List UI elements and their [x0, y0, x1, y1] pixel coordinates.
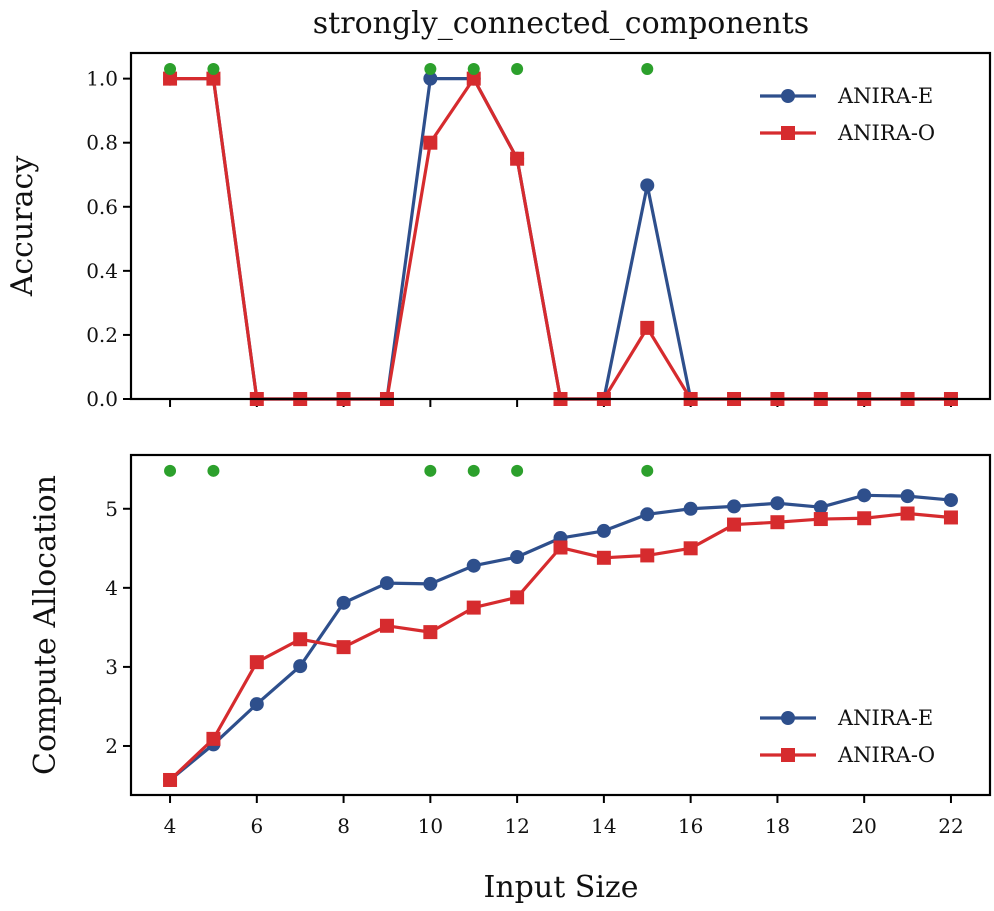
data-point — [596, 550, 611, 565]
legend-label: ANIRA-O — [837, 743, 935, 767]
data-point — [640, 548, 655, 563]
data-point — [553, 540, 568, 555]
y-tick-label: 0.4 — [86, 259, 118, 283]
highlight-marker — [164, 63, 177, 76]
highlight-marker — [424, 464, 437, 477]
data-point — [336, 595, 351, 610]
y-tick-label: 3 — [105, 655, 118, 679]
y-tick-label: 5 — [105, 497, 118, 521]
data-point — [640, 320, 655, 335]
data-point — [206, 731, 221, 746]
data-point — [466, 558, 481, 573]
plot-frame — [129, 453, 992, 797]
legend-marker — [781, 126, 795, 140]
data-point — [293, 659, 308, 674]
y-axis-label: Compute Allocation — [28, 475, 63, 775]
data-point — [683, 501, 698, 516]
data-point — [293, 632, 308, 647]
data-point — [857, 488, 872, 503]
data-point — [466, 600, 481, 615]
legend-label: ANIRA-E — [837, 706, 933, 730]
highlight-marker — [467, 464, 480, 477]
x-tick-label: 16 — [678, 814, 703, 838]
y-tick-label: 0.8 — [86, 131, 118, 155]
x-tick-label: 4 — [164, 814, 177, 838]
chart-title: strongly_connected_components — [313, 6, 809, 41]
data-point — [423, 135, 438, 150]
x-tick-label: 22 — [938, 814, 963, 838]
legend-marker — [781, 711, 795, 725]
x-tick-label: 20 — [851, 814, 876, 838]
x-tick-label: 8 — [337, 814, 350, 838]
data-point — [857, 511, 872, 526]
plot-frame — [129, 51, 992, 401]
highlight-marker — [641, 63, 654, 76]
highlight-marker — [511, 63, 524, 76]
data-point — [640, 178, 655, 193]
data-point — [770, 496, 785, 511]
highlight-marker — [164, 464, 177, 477]
data-point — [596, 523, 611, 538]
accuracy-panel: 0.0 0.2 0.4 0.6 0.8 1.0 Accuracy ANIRA-E ANIRA-O — [5, 51, 992, 411]
data-point — [249, 655, 264, 670]
y-tick-label: 4 — [105, 576, 118, 600]
data-point — [510, 151, 525, 166]
data-point — [423, 625, 438, 640]
data-point — [900, 506, 915, 521]
data-point — [206, 71, 221, 86]
data-point — [510, 590, 525, 605]
data-point — [423, 576, 438, 591]
legend-marker — [781, 748, 795, 762]
legend-label: ANIRA-E — [837, 84, 933, 108]
y-axis-label: Accuracy — [5, 156, 40, 298]
highlight-marker — [207, 63, 220, 76]
data-point — [249, 697, 264, 712]
x-tick-label: 18 — [765, 814, 790, 838]
data-point — [379, 618, 394, 633]
highlight-marker — [207, 464, 220, 477]
data-point — [423, 71, 438, 86]
data-point — [727, 517, 742, 532]
x-tick-label: 14 — [591, 814, 616, 838]
y-tick-label: 0.2 — [86, 323, 118, 347]
highlight-marker — [424, 63, 437, 76]
y-tick-label: 0.6 — [86, 195, 118, 219]
data-point — [510, 550, 525, 564]
y-tick-label: 0.0 — [86, 387, 118, 411]
data-point — [727, 499, 742, 514]
highlight-marker — [511, 464, 524, 477]
data-point — [943, 510, 958, 525]
data-point — [813, 500, 828, 515]
data-point — [163, 772, 178, 787]
data-point — [336, 640, 351, 655]
legend-label: ANIRA-O — [837, 121, 935, 145]
y-tick-label: 2 — [105, 734, 118, 758]
data-point — [640, 507, 655, 522]
legend-marker — [781, 89, 795, 103]
x-tick-label: 10 — [418, 814, 443, 838]
x-tick-label: 12 — [504, 814, 529, 838]
data-point — [813, 512, 828, 527]
data-point — [900, 489, 915, 504]
data-point — [683, 541, 698, 556]
series-line — [170, 77, 951, 401]
highlight-marker — [467, 63, 480, 76]
x-tick-label: 6 — [250, 814, 263, 838]
series-line — [170, 77, 951, 401]
data-point — [943, 493, 958, 508]
y-tick-label: 1.0 — [86, 67, 118, 91]
x-axis-label: Input Size — [484, 870, 639, 905]
highlight-marker — [641, 464, 654, 477]
data-point — [466, 71, 481, 86]
compute-allocation-panel: 2 3 4 5 4 6 8 10 12 14 16 18 20 22 Compute Allocation A… — [28, 453, 992, 838]
data-point — [163, 71, 178, 86]
data-point — [770, 515, 785, 530]
data-point — [379, 576, 394, 591]
